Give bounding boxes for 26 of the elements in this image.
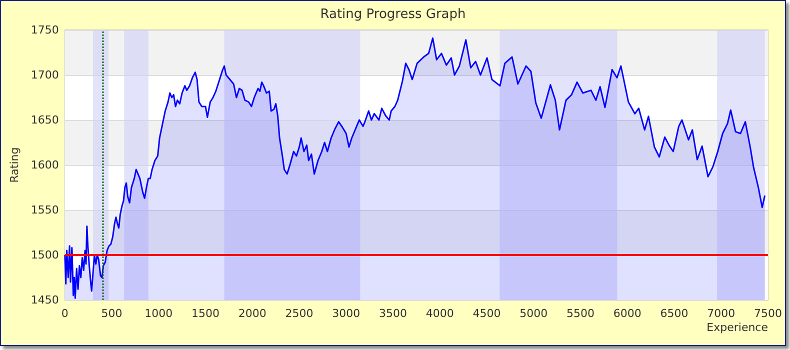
x-tick-label: 7500 xyxy=(754,307,782,320)
y-axis-title: Rating xyxy=(8,147,21,183)
x-axis-title: Experience xyxy=(706,321,768,334)
x-tick-label: 1500 xyxy=(192,307,220,320)
y-tick-label: 1500 xyxy=(30,248,59,262)
chart-title: Rating Progress Graph xyxy=(320,7,466,22)
x-tick-label: 0 xyxy=(61,307,68,320)
y-tick-label: 1600 xyxy=(30,158,59,172)
x-tick-label: 3500 xyxy=(379,307,408,320)
x-tick-label: 6000 xyxy=(613,307,642,320)
x-tick-label: 6500 xyxy=(660,307,688,320)
y-tick-label: 1550 xyxy=(30,204,59,216)
y-tick-label: 1700 xyxy=(30,68,59,82)
x-tick-label: 7000 xyxy=(707,307,736,320)
x-tick-label: 4000 xyxy=(426,307,454,320)
x-tick-label: 2000 xyxy=(238,307,266,320)
x-tick-label: 500 xyxy=(101,307,122,320)
x-tick-label: 3000 xyxy=(332,307,360,320)
x-tick-label: 5500 xyxy=(566,307,595,320)
x-tick-label: 5000 xyxy=(520,307,548,320)
y-tick-label: 1750 xyxy=(30,24,59,36)
x-tick-label: 1000 xyxy=(144,307,173,320)
y-tick-label: 1450 xyxy=(30,294,59,306)
y-tick-label: 1650 xyxy=(30,114,59,126)
x-tick-label: 2500 xyxy=(285,307,314,320)
x-tick-label: 4500 xyxy=(472,307,501,320)
